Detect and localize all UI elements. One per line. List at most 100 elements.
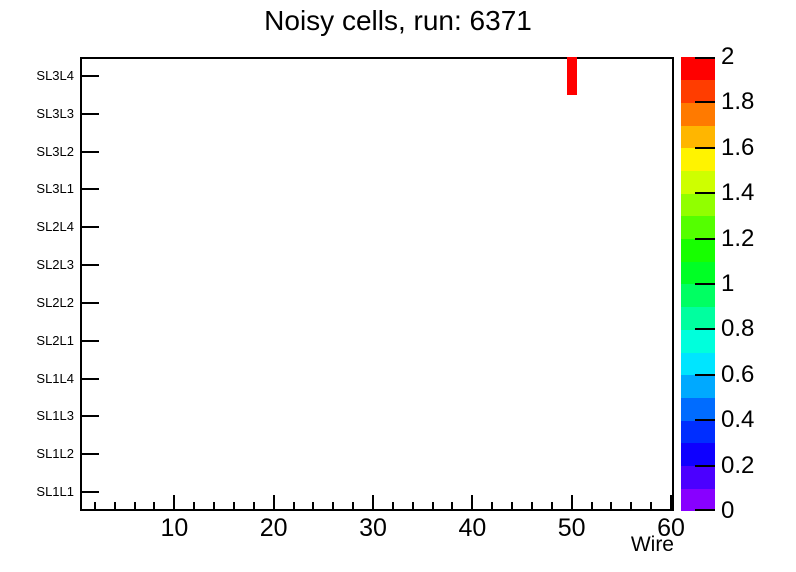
- x-minor-tick: [550, 502, 553, 509]
- colorbar-band: [681, 102, 715, 126]
- colorbar-band: [681, 284, 715, 308]
- z-tick: [695, 509, 715, 511]
- x-minor-tick: [630, 502, 633, 509]
- x-minor-tick: [113, 502, 116, 509]
- plot-frame: [80, 57, 674, 511]
- z-tick-label: 1.2: [721, 224, 755, 252]
- y-tick: [81, 188, 99, 191]
- y-tick-label: SL1L4: [36, 370, 74, 386]
- y-tick-label: SL3L2: [36, 143, 74, 159]
- y-tick-label: SL2L3: [36, 257, 74, 273]
- y-tick-label: SL2L1: [36, 332, 74, 348]
- z-tick-label: 2: [721, 43, 735, 70]
- x-minor-tick: [93, 502, 96, 509]
- colorbar-band: [681, 215, 715, 240]
- x-minor-tick: [610, 502, 613, 509]
- y-tick: [81, 301, 99, 304]
- chart-title: Noisy cells, run: 6371: [264, 5, 532, 36]
- x-minor-tick: [411, 502, 414, 509]
- colorbar-band: [681, 193, 715, 217]
- x-axis-title: Wire: [630, 533, 674, 556]
- z-tick: [695, 328, 715, 331]
- x-tick-label: 60: [657, 514, 685, 542]
- x-minor-tick: [650, 502, 653, 509]
- x-minor-tick: [312, 502, 315, 509]
- z-tick: [695, 373, 715, 376]
- x-tick-label: 50: [557, 514, 586, 542]
- x-minor-tick: [530, 502, 533, 509]
- y-tick-label: SL2L4: [36, 219, 74, 235]
- z-tick-label: 0.2: [721, 451, 755, 479]
- y-tick: [81, 491, 99, 494]
- colorbar-band: [681, 261, 715, 285]
- z-tick: [695, 146, 715, 149]
- x-minor-tick: [590, 502, 593, 509]
- x-minor-tick: [391, 502, 394, 509]
- x-tick-label: 10: [160, 514, 189, 542]
- colorbar-band: [681, 79, 715, 103]
- y-tick-label: SL2L2: [36, 294, 74, 310]
- x-major-tick: [372, 495, 375, 509]
- colorbar-band: [681, 465, 715, 489]
- x-minor-tick: [491, 502, 494, 509]
- y-tick-label: SL3L1: [36, 181, 74, 197]
- colorbar-band: [681, 170, 715, 194]
- colorbar-band: [681, 147, 715, 171]
- x-major-tick: [173, 495, 176, 509]
- x-minor-tick: [352, 502, 355, 509]
- x-tick-label: 20: [259, 514, 288, 542]
- z-tick: [695, 237, 715, 240]
- z-tick-label: 0.8: [721, 315, 755, 343]
- y-tick-label: SL3L3: [36, 105, 74, 121]
- colorbar-band: [681, 352, 715, 376]
- x-minor-tick: [153, 502, 156, 509]
- y-tick: [81, 226, 99, 229]
- y-tick: [81, 453, 99, 456]
- x-minor-tick: [451, 502, 454, 509]
- x-minor-tick: [511, 502, 514, 509]
- z-tick: [695, 419, 715, 422]
- y-tick: [81, 112, 99, 115]
- heatmap-cell: [566, 57, 577, 95]
- z-tick: [695, 192, 715, 195]
- y-tick: [81, 339, 99, 342]
- colorbar-band: [681, 57, 715, 81]
- colorbar-band: [681, 420, 715, 444]
- x-minor-tick: [332, 502, 335, 509]
- colorbar-band: [681, 397, 715, 421]
- y-tick-label: SL1L1: [36, 484, 74, 500]
- colorbar-band: [681, 442, 715, 467]
- z-tick: [695, 283, 715, 285]
- z-tick-label: 1.4: [721, 179, 755, 207]
- z-tick-label: 0.4: [721, 406, 755, 434]
- x-major-tick: [272, 495, 275, 509]
- x-minor-tick: [252, 502, 255, 509]
- colorbar: [681, 57, 715, 512]
- y-tick-label: SL1L2: [36, 446, 74, 462]
- colorbar-band: [681, 374, 715, 398]
- y-tick-label: SL3L4: [36, 67, 74, 83]
- colorbar-band: [681, 238, 715, 262]
- y-tick: [81, 415, 99, 418]
- colorbar-band: [681, 329, 715, 353]
- x-minor-tick: [133, 502, 136, 509]
- x-minor-tick: [431, 502, 434, 509]
- z-tick: [695, 464, 715, 467]
- z-tick-label: 1.6: [721, 133, 755, 161]
- x-major-tick: [471, 495, 474, 509]
- colorbar-band: [681, 306, 715, 330]
- x-minor-tick: [292, 502, 295, 509]
- x-major-tick: [570, 495, 573, 509]
- y-tick: [81, 150, 99, 153]
- y-tick: [81, 264, 99, 267]
- x-tick-label: 40: [458, 514, 487, 542]
- y-tick: [81, 74, 99, 77]
- z-tick-label: 0: [721, 497, 735, 524]
- x-minor-tick: [232, 502, 235, 509]
- x-minor-tick: [193, 502, 196, 509]
- x-major-tick: [670, 495, 673, 509]
- colorbar-band: [681, 125, 715, 149]
- x-tick-label: 30: [359, 514, 387, 542]
- z-tick-label: 1: [721, 270, 735, 297]
